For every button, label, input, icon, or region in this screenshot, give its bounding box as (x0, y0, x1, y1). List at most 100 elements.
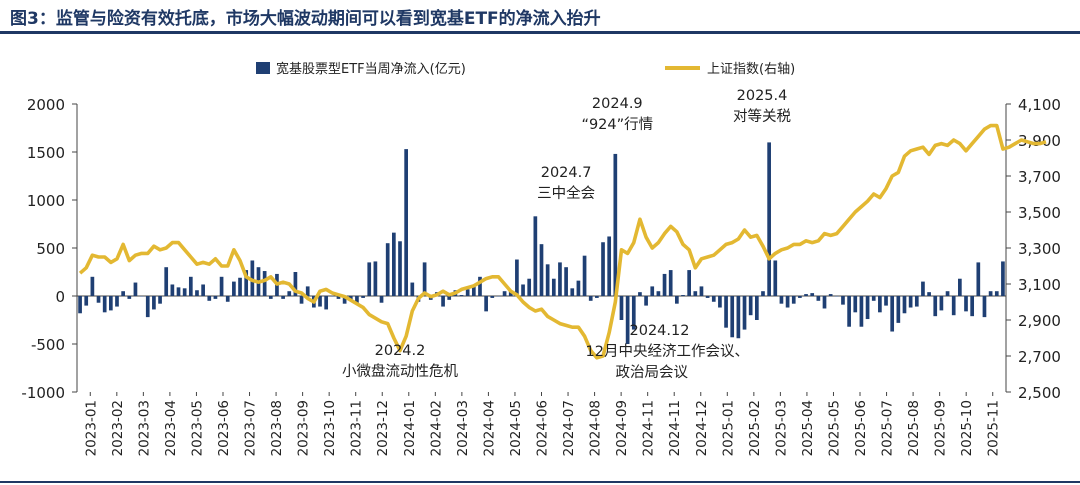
bar (902, 296, 907, 314)
bar (595, 296, 599, 298)
bar (250, 260, 255, 296)
x-tick-label: 2023-09 (296, 400, 312, 456)
bar (693, 291, 698, 296)
x-tick-label: 2024-07 (561, 400, 577, 456)
bar (662, 273, 667, 296)
bar (545, 264, 550, 296)
bar (232, 281, 236, 296)
x-tick-label: 2025-08 (906, 400, 922, 456)
bar (465, 289, 470, 296)
bar (490, 296, 495, 298)
right-tick-label: 2,500 (1018, 384, 1061, 402)
bar (619, 296, 624, 320)
x-tick-label: 2025-01 (720, 400, 736, 456)
line-series (78, 123, 1047, 360)
bar (914, 296, 919, 307)
bar (884, 296, 888, 306)
right-tick-label: 3,700 (1018, 168, 1061, 186)
left-tick-label: 500 (36, 240, 65, 258)
bar (521, 284, 525, 296)
bar (656, 291, 661, 296)
bar (822, 296, 827, 309)
bar (644, 296, 648, 306)
x-tick-label: 2025-05 (826, 400, 842, 456)
bar (576, 280, 581, 296)
right-tick-label: 2,700 (1018, 348, 1061, 366)
bar (730, 296, 735, 338)
x-tick-label: 2023-06 (216, 400, 232, 456)
bar (195, 290, 199, 296)
annotation-text: 三中全会 (537, 184, 595, 202)
bar (791, 296, 796, 304)
bar (127, 296, 132, 299)
bar (816, 296, 821, 301)
x-tick-label: 2024-12 (694, 400, 710, 456)
annotation-text: 政治局会议 (616, 364, 689, 381)
right-tick-label: 3,500 (1018, 204, 1061, 222)
bar (207, 296, 212, 301)
legend-label-line: 上证指数(右轴) (707, 62, 795, 77)
bar (305, 286, 310, 296)
bar (410, 282, 415, 296)
right-tick-label: 3,100 (1018, 276, 1061, 294)
x-tick-label: 2023-03 (136, 400, 152, 456)
x-tick-label: 2024-02 (428, 400, 444, 456)
annotation-text: 2024.9 (592, 96, 643, 112)
bar (287, 291, 292, 296)
bar (804, 294, 808, 296)
x-tick-label: 2024-08 (588, 400, 604, 456)
bar (459, 295, 464, 296)
bar (638, 292, 642, 296)
bar (582, 255, 587, 296)
annotations: 2024.2 小微盘流动性危机 2024.7 三中全会 2024.9 “924”行情 202… (342, 88, 791, 381)
x-tick-label: 2024-06 (535, 400, 551, 456)
bar (392, 232, 396, 296)
bar (318, 296, 322, 307)
left-tick-label: 1500 (27, 144, 65, 162)
x-tick-label: 2023-12 (375, 400, 391, 456)
bar (613, 153, 618, 296)
bar (853, 296, 858, 313)
bar (699, 286, 704, 296)
bar (841, 296, 845, 305)
bar (533, 216, 538, 296)
bar (564, 267, 568, 296)
bar (176, 287, 181, 296)
bar (588, 296, 593, 301)
bar (404, 149, 408, 296)
bar (785, 296, 790, 308)
bar (398, 241, 402, 296)
bar (681, 295, 685, 296)
bar (705, 296, 710, 298)
bar (188, 276, 193, 296)
bar (373, 261, 378, 296)
bar (994, 291, 999, 296)
left-tick-label: -1000 (21, 384, 65, 402)
bar (262, 271, 267, 296)
bar (133, 282, 138, 296)
bar (964, 296, 968, 312)
annotation-text: 2024.12 (630, 323, 690, 339)
x-tick-label: 2023-11 (349, 400, 365, 456)
bar (484, 296, 488, 312)
bar (515, 259, 519, 296)
footer-rule (0, 481, 1080, 483)
x-tick-label: 2023-05 (189, 400, 205, 456)
annotation-text: 小微盘流动性危机 (342, 362, 458, 380)
bar (324, 296, 329, 310)
bar (447, 296, 452, 300)
bar (551, 278, 556, 296)
bar (601, 242, 605, 296)
bar (834, 296, 839, 297)
bar (508, 291, 513, 296)
bar (675, 296, 679, 304)
left-tick-label: 0 (55, 288, 65, 306)
bar (570, 288, 575, 296)
bar (170, 284, 175, 296)
x-tick-label: 2025-10 (959, 400, 975, 456)
chart: 宽基股票型ETF当周净流入(亿元) 上证指数(右轴) 2000 1500 1000 5… (21, 61, 1061, 456)
bar (865, 296, 870, 320)
bar (182, 288, 187, 296)
annotation-text: 2025.4 (737, 88, 788, 104)
bar (281, 296, 285, 299)
